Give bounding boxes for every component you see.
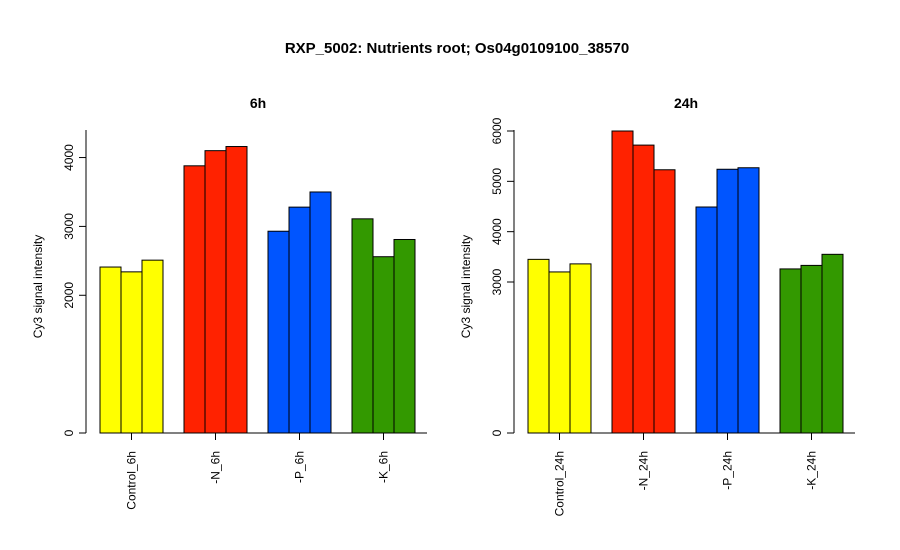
y-tick-label: 0 [490,429,504,436]
bar--N_6h-3 [226,147,247,433]
x-category-label: -N_24h [637,451,651,490]
panel-title: 6h [250,95,266,111]
bar--K_24h-1 [780,269,801,433]
y-tick-label: 3000 [490,268,504,295]
bar--N_24h-3 [654,170,675,433]
x-category-label: -N_6h [209,451,223,484]
y-tick-label: 5000 [490,168,504,195]
y-tick-label: 4000 [490,218,504,245]
chart-panel-0: 6h Cy3 signal intensity 0 2000 3000 4000 Contr… [31,95,427,510]
y-axis-label: Cy3 signal intensity [31,235,45,338]
bar--K_24h-2 [801,265,822,433]
main-title: RXP_5002: Nutrients root; Os04g0109100_3… [285,40,629,57]
bar--P_6h-2 [289,207,310,433]
x-category-label: -K_24h [805,451,819,490]
y-tick-label: 6000 [490,117,504,144]
bar--P_6h-3 [310,192,331,433]
bar-Control_6h-1 [100,267,121,433]
bar--N_6h-1 [184,166,205,433]
x-category-label: Control_24h [553,451,567,516]
figure: RXP_5002: Nutrients root; Os04g0109100_3… [0,0,900,550]
bar--K_6h-1 [352,219,373,433]
x-category-label: Control_6h [125,451,139,510]
bar--N_6h-2 [205,151,226,433]
chart-panel-1: 24h Cy3 signal intensity 0 3000 4000 5000 6000… [459,95,855,516]
x-category-label: -K_6h [377,451,391,483]
bar-Control_24h-2 [549,272,570,433]
bar--P_24h-2 [717,169,738,433]
bar-Control_6h-3 [142,260,163,433]
bar--K_24h-3 [822,254,843,433]
bar--P_24h-1 [696,207,717,433]
y-tick-label: 3000 [62,213,76,240]
bar--N_24h-2 [633,145,654,433]
y-tick-label: 0 [62,429,76,436]
x-category-label: -P_6h [293,451,307,483]
panel-title: 24h [674,95,698,111]
bar-Control_24h-3 [570,264,591,433]
bar--P_24h-3 [738,168,759,433]
bar-Control_24h-1 [528,259,549,433]
y-tick-label: 2000 [62,282,76,309]
bar--P_6h-1 [268,231,289,433]
bar--K_6h-2 [373,257,394,433]
bar--N_24h-1 [612,131,633,433]
x-category-label: -P_24h [721,451,735,490]
y-axis-label: Cy3 signal intensity [459,235,473,338]
bar-Control_6h-2 [121,272,142,433]
bar--K_6h-3 [394,239,415,433]
y-tick-label: 4000 [62,144,76,171]
